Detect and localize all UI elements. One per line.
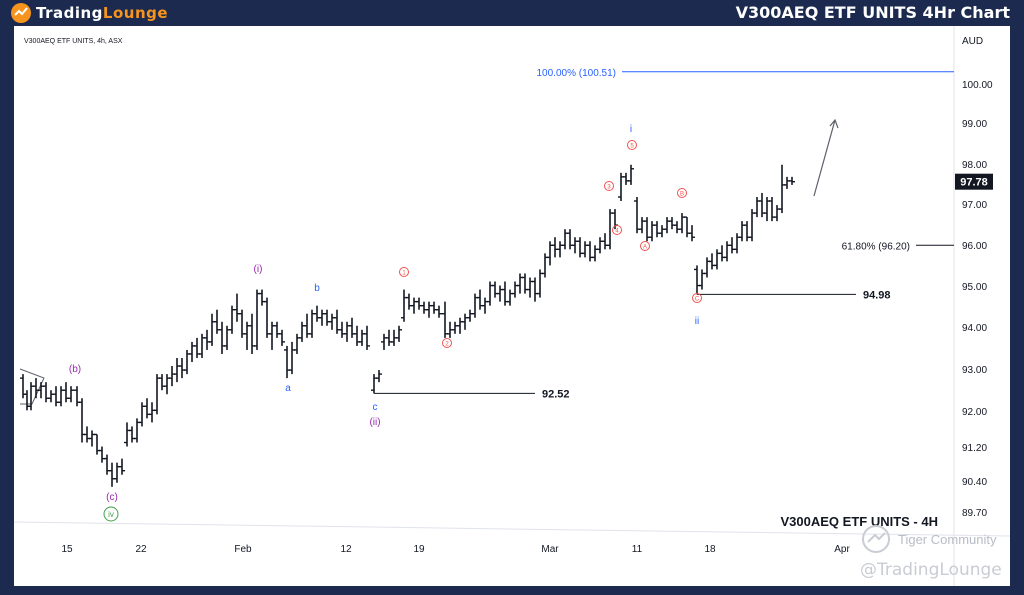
wave-label-circle (627, 140, 637, 150)
wave-label: a (285, 383, 291, 394)
wave-label: 2 (445, 342, 449, 348)
wave-label: B (680, 192, 684, 198)
last-price-badge (955, 173, 993, 190)
brand-name-part1: Trading (36, 4, 103, 22)
y-tick-label: 96.00 (962, 241, 987, 252)
wave-label-circle (103, 506, 119, 522)
wave-label: ii (695, 316, 699, 327)
header-title: V300AEQ ETF UNITS 4Hr Chart (735, 3, 1010, 22)
wave-label: (i) (254, 264, 263, 275)
y-tick-label: 90.40 (962, 477, 987, 488)
x-tick-label: 19 (413, 544, 425, 555)
wave-label: (c) (106, 492, 118, 503)
y-tick-label: 94.00 (962, 323, 987, 334)
y-tick-label: 92.00 (962, 407, 987, 418)
wave-label-circle (677, 188, 687, 198)
wave-label: (b) (69, 364, 81, 375)
price-chart[interactable]: V300AEQ ETF UNITS, 4h, ASX AUD 100.00 99.00… (14, 26, 1010, 586)
level-label: 94.98 (863, 289, 891, 301)
wave-label: b (314, 283, 320, 294)
wave-label: 3 (607, 185, 611, 191)
chart-bottom-title: V300AEQ ETF UNITS - 4H (781, 514, 938, 529)
wave-label: A (643, 245, 647, 251)
wave-label: iv (108, 510, 114, 519)
tiger-community-logo-icon (862, 525, 890, 553)
y-tick-label: 89.70 (962, 508, 987, 519)
wave-label-circle (399, 267, 409, 277)
wave-label-circle (612, 225, 622, 235)
y-tick-label: 99.00 (962, 119, 987, 130)
y-tick-label: 98.00 (962, 160, 987, 171)
projection-arrow-head (829, 118, 839, 129)
wave-label: 5 (630, 144, 634, 150)
y-tick-label: 91.20 (962, 443, 987, 454)
x-tick-label: Apr (834, 544, 850, 555)
currency-label: AUD (962, 36, 983, 47)
tiger-community-text: Tiger Community (898, 531, 997, 547)
wave-label-circle (692, 293, 702, 303)
x-tick-label: 18 (704, 544, 716, 555)
x-tick-label: 22 (135, 544, 147, 555)
y-tick-label: 100.00 (962, 80, 993, 91)
wave-label: (ii) (369, 417, 380, 428)
brand-logo[interactable]: TradingLounge (10, 2, 168, 24)
brand-name: TradingLounge (36, 4, 168, 22)
y-tick-label: 95.00 (962, 282, 987, 293)
wave-label-circle (604, 181, 614, 191)
wave-label: 4 (615, 229, 619, 235)
tradinglounge-watermark: @TradingLounge (860, 560, 1002, 580)
wave-label: 1 (402, 271, 406, 277)
x-tick-label: Feb (234, 544, 252, 555)
wave-label: i (630, 124, 632, 135)
wave-label-circle (442, 338, 452, 348)
level-label: 100.00% (100.51) (536, 68, 616, 79)
last-price-label: 97.78 (960, 177, 988, 189)
tradinglounge-logo-icon (11, 3, 31, 23)
projection-arrow-line (813, 119, 836, 197)
x-tick-label: 12 (340, 544, 352, 555)
symbol-info: V300AEQ ETF UNITS, 4h, ASX (24, 38, 123, 45)
tiger-community-watermark: Tiger Community (858, 524, 996, 554)
level-label: 61.80% (96.20) (842, 241, 910, 252)
y-tick-label: 93.00 (962, 365, 987, 376)
x-tick-label: 11 (632, 544, 643, 555)
time-axis-border (14, 521, 1010, 537)
wave-label-circle (640, 241, 650, 251)
brand-name-part2: Lounge (102, 4, 169, 22)
header-bar: TradingLounge V300AEQ ETF UNITS 4Hr Char… (0, 0, 1024, 26)
triangle-pattern-line (19, 368, 45, 405)
level-label: 92.52 (542, 388, 570, 400)
x-tick-label: 15 (61, 544, 73, 555)
x-tick-label: Mar (541, 544, 559, 555)
wave-label: c (373, 402, 378, 413)
chart-panel[interactable]: V300AEQ ETF UNITS, 4h, ASX AUD 100.00 99.00… (14, 26, 1010, 586)
wave-label: C (695, 297, 700, 303)
y-tick-label: 97.00 (962, 200, 987, 211)
